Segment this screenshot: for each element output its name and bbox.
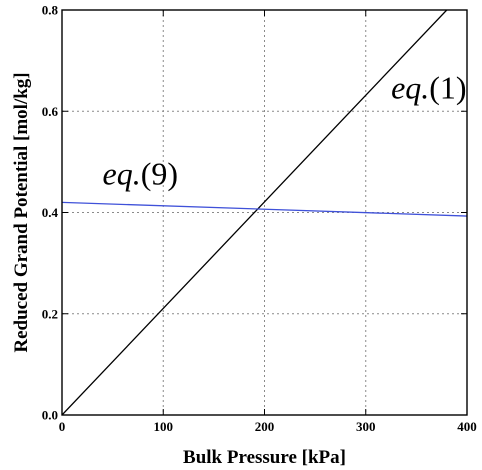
annotation-eq-text: eq.: [103, 156, 141, 192]
y-tick-label: 0.6: [42, 104, 59, 119]
annotation-eq-text: eq.: [391, 70, 429, 106]
annotation-label-1: eq.(1): [391, 70, 467, 106]
y-axis-title: Reduced Grand Potential [mol/kg]: [11, 72, 32, 352]
series-line-2: [62, 201, 467, 217]
annotation-number: (1): [429, 70, 466, 106]
y-tick-label: 0.2: [42, 306, 58, 321]
x-tick-label: 100: [154, 419, 174, 434]
plot-area: [62, 10, 467, 415]
series-group: [62, 10, 467, 415]
x-axis-title: Bulk Pressure [kPa]: [183, 447, 346, 468]
series-line-1: [62, 10, 448, 415]
annotation-number: (9): [141, 156, 178, 192]
y-tick-label: 0.0: [42, 408, 58, 423]
x-tick-label: 300: [356, 419, 376, 434]
annotation-label-2: eq.(9): [103, 156, 179, 192]
y-tick-label: 0.4: [42, 205, 59, 220]
x-tick-label: 200: [255, 419, 275, 434]
y-tick-label: 0.8: [42, 3, 59, 18]
x-tick-label: 400: [457, 419, 477, 434]
x-tick-label: 0: [59, 419, 66, 434]
